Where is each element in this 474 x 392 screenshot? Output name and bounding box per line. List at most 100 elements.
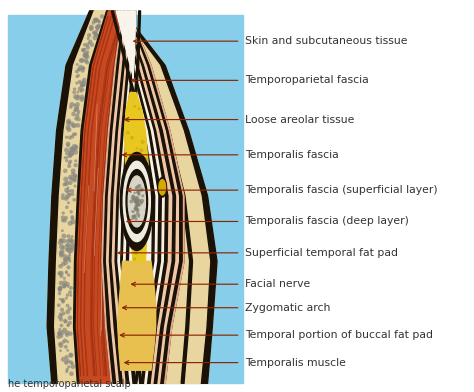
Point <box>73 80 81 86</box>
Point <box>132 216 140 222</box>
Point <box>56 286 64 292</box>
Point <box>71 172 79 179</box>
Point <box>78 57 86 64</box>
Point <box>62 176 70 182</box>
Point <box>67 359 74 365</box>
Point <box>131 152 139 158</box>
Point <box>58 248 66 254</box>
Polygon shape <box>73 11 109 383</box>
Point <box>56 286 64 292</box>
Point <box>79 47 87 53</box>
Point <box>62 359 70 366</box>
Point <box>69 191 76 197</box>
Point <box>65 364 73 370</box>
Point <box>129 183 137 190</box>
Point <box>75 67 83 73</box>
Point <box>65 264 73 270</box>
Point <box>81 53 88 59</box>
Polygon shape <box>115 11 132 383</box>
Point <box>62 318 69 325</box>
Point <box>84 44 91 51</box>
Ellipse shape <box>123 161 150 241</box>
Point <box>142 172 150 178</box>
Point <box>69 151 76 158</box>
Point <box>63 270 70 276</box>
Point <box>71 107 79 114</box>
Point <box>70 111 77 117</box>
Point <box>66 134 74 141</box>
Point <box>56 290 64 297</box>
Point <box>65 160 73 166</box>
Point <box>138 200 146 206</box>
Point <box>79 82 87 89</box>
Point <box>135 174 143 181</box>
Point <box>66 174 74 180</box>
Point <box>64 367 71 373</box>
Point <box>73 106 80 113</box>
Point <box>67 247 75 254</box>
Point <box>74 122 82 129</box>
Point <box>84 35 92 42</box>
Point <box>140 199 147 205</box>
Point <box>134 207 141 213</box>
Point <box>131 199 138 205</box>
Point <box>71 176 79 183</box>
Point <box>83 54 91 60</box>
Point <box>135 189 143 195</box>
Point <box>61 217 69 223</box>
Point <box>66 315 74 321</box>
Point <box>57 263 64 269</box>
Polygon shape <box>109 11 129 383</box>
Point <box>139 195 147 201</box>
Point <box>68 370 75 377</box>
Point <box>70 89 78 95</box>
Point <box>83 42 91 48</box>
Point <box>132 195 140 201</box>
Point <box>63 151 70 157</box>
Polygon shape <box>47 11 217 383</box>
Point <box>61 275 68 281</box>
Point <box>92 31 100 37</box>
Point <box>133 198 140 205</box>
Point <box>69 215 76 221</box>
Point <box>139 139 146 145</box>
Point <box>65 272 73 278</box>
Point <box>130 196 137 203</box>
Point <box>139 193 146 199</box>
Polygon shape <box>121 11 137 383</box>
Point <box>64 141 72 147</box>
Point <box>58 312 65 318</box>
Point <box>65 163 73 169</box>
Ellipse shape <box>120 152 153 250</box>
Point <box>72 116 80 122</box>
Point <box>82 53 90 59</box>
Point <box>63 158 71 164</box>
Point <box>66 151 73 157</box>
Point <box>81 51 88 57</box>
Point <box>138 198 146 204</box>
Point <box>60 244 67 250</box>
Point <box>59 214 67 221</box>
Point <box>80 78 87 85</box>
Point <box>128 198 135 205</box>
Point <box>55 302 63 309</box>
Point <box>62 168 69 174</box>
Point <box>79 87 86 93</box>
Point <box>77 57 85 64</box>
Point <box>67 352 75 358</box>
Point <box>71 183 79 189</box>
Point <box>67 292 74 298</box>
Point <box>66 320 73 326</box>
Point <box>66 153 74 159</box>
Point <box>56 270 64 276</box>
Point <box>73 73 81 80</box>
Point <box>69 363 77 370</box>
Point <box>55 334 63 340</box>
Point <box>78 94 86 100</box>
Point <box>135 212 143 218</box>
Point <box>63 332 71 338</box>
Point <box>60 310 67 317</box>
Point <box>131 256 138 262</box>
Point <box>56 327 64 333</box>
Polygon shape <box>112 11 130 383</box>
